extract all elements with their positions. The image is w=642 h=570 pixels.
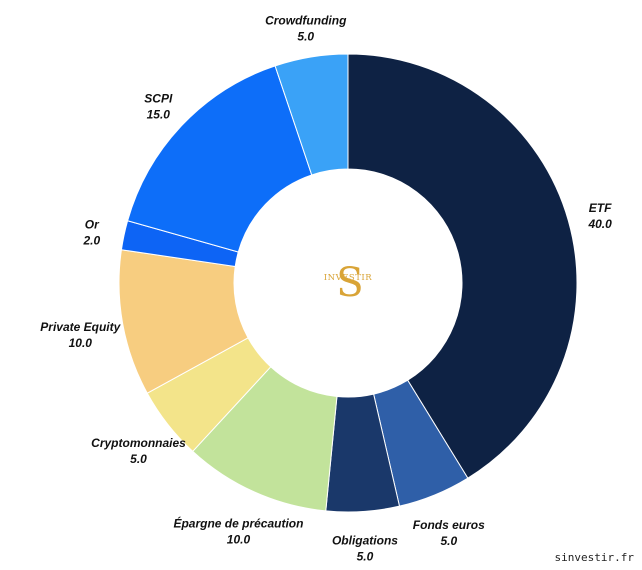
label-or: Or [85,217,100,231]
slice-crowdfunding [274,53,349,176]
label-fonds-euros: Fonds euros [413,518,485,532]
label-epargne-de-precaution: Épargne de précaution [173,516,303,531]
value-or: 2.0 [82,233,100,247]
label-etf: ETF [589,201,612,215]
value-cryptomonnaies: 5.0 [130,452,147,466]
value-fonds-euros: 5.0 [440,534,457,548]
slice-labels: ETF 40.0 Fonds euros 5.0 Obligations 5.0 Éparg… [40,13,612,563]
logo-text: INVESTIR [324,273,372,283]
label-private-equity: Private Equity [40,320,121,334]
donut-slices [118,53,578,513]
watermark: sinvestir.fr [554,551,634,564]
value-crowdfunding: 5.0 [297,29,314,43]
slice-etf [347,53,578,479]
center-logo: S INVESTIR [324,260,372,306]
label-obligations: Obligations [332,533,398,547]
value-obligations: 5.0 [357,549,374,563]
value-private-equity: 10.0 [69,336,93,350]
label-cryptomonnaies: Cryptomonnaies [91,436,186,450]
logo-letter: S [336,260,363,306]
slice-scpi [127,65,313,253]
label-crowdfunding: Crowdfunding [265,13,347,27]
label-scpi: SCPI [144,91,173,105]
value-epargne-de-precaution: 10.0 [227,533,251,547]
value-etf: 40.0 [587,217,612,231]
value-scpi: 15.0 [147,107,171,121]
